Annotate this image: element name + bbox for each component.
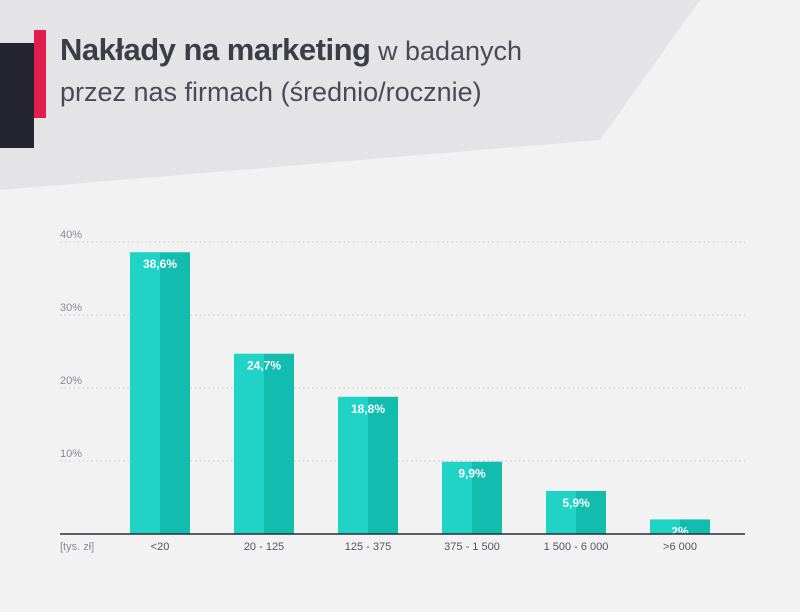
x-tick-label: 1 500 - 6 000 bbox=[544, 541, 609, 553]
x-tick-label: 20 - 125 bbox=[244, 541, 284, 553]
bar-value-label: 5,9% bbox=[562, 496, 590, 510]
y-tick-label: 40% bbox=[60, 229, 82, 241]
bar-value-label: 18,8% bbox=[351, 402, 385, 416]
bar-value-label: 9,9% bbox=[458, 467, 486, 481]
bar-left-half bbox=[338, 396, 368, 534]
x-tick-label: <20 bbox=[151, 541, 170, 553]
page-title: Nakłady na marketing w badanych bbox=[60, 32, 660, 69]
bar-value-label: 24,7% bbox=[247, 359, 281, 373]
title-bold: Nakłady na marketing bbox=[60, 32, 371, 67]
bar-right-half bbox=[368, 396, 398, 534]
bar-left-half bbox=[234, 353, 264, 534]
bar-right-half bbox=[576, 490, 606, 534]
accent-block-red bbox=[34, 30, 46, 118]
y-tick-label: 10% bbox=[60, 448, 82, 460]
bar-right-half bbox=[160, 252, 190, 534]
x-axis-unit-label: [tys. zł] bbox=[60, 541, 94, 553]
x-tick-label: 375 - 1 500 bbox=[444, 541, 500, 553]
page-subtitle: przez nas firmach (średnio/rocznie) bbox=[60, 77, 482, 107]
bar-left-half bbox=[130, 252, 160, 534]
y-tick-label: 30% bbox=[60, 302, 82, 314]
x-tick-label: 125 - 375 bbox=[345, 541, 391, 553]
bar-right-half bbox=[472, 461, 502, 534]
bar-left-half bbox=[650, 519, 680, 534]
title-rest: w badanych bbox=[370, 36, 523, 66]
bar-left-half bbox=[546, 490, 576, 534]
accent-block-dark bbox=[0, 43, 34, 148]
bar-right-half bbox=[680, 519, 710, 534]
bar-value-label: 2% bbox=[671, 524, 689, 538]
x-tick-label: >6 000 bbox=[663, 541, 697, 553]
bar-left-half bbox=[442, 461, 472, 534]
y-tick-label: 20% bbox=[60, 375, 82, 387]
bar-right-half bbox=[264, 353, 294, 534]
bar-value-label: 38,6% bbox=[143, 257, 177, 271]
